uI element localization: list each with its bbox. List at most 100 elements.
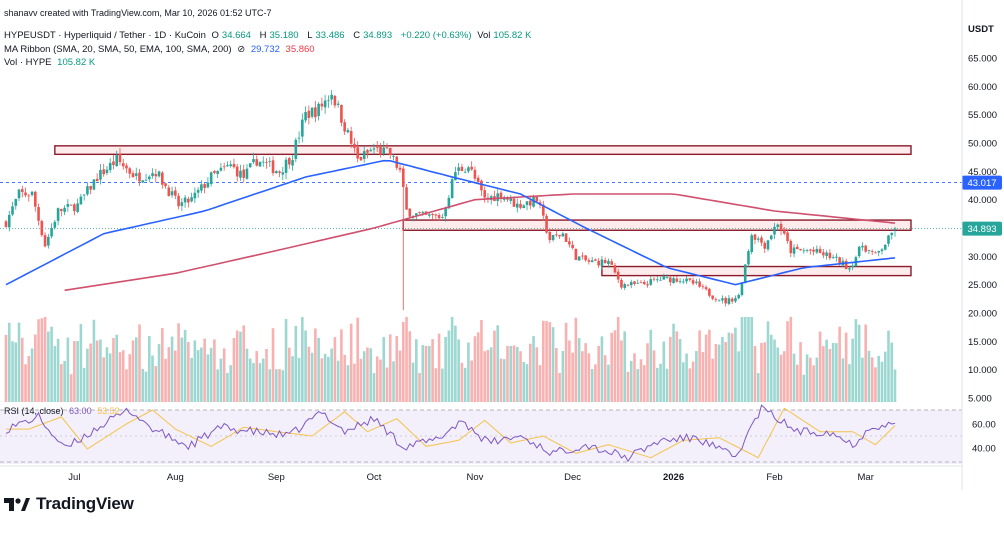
candle-body[interactable] [766,240,770,250]
candle-body[interactable] [893,228,897,230]
candle-body[interactable] [281,172,285,175]
candle-body[interactable] [248,163,252,168]
candle-body[interactable] [320,103,324,107]
candle-body[interactable] [590,260,594,263]
candle-body[interactable] [675,278,679,282]
candle-body[interactable] [108,162,112,171]
candle-body[interactable] [170,191,174,196]
candle-body[interactable] [831,257,835,258]
candle-body[interactable] [802,250,806,252]
candle-body[interactable] [610,261,613,265]
candle-body[interactable] [294,139,298,159]
candle-body[interactable] [535,196,539,202]
candle-body[interactable] [314,107,317,118]
candle-body[interactable] [740,283,744,296]
candle-body[interactable] [89,186,92,190]
candle-body[interactable] [760,237,763,243]
candle-body[interactable] [822,252,825,256]
candle-body[interactable] [56,208,60,221]
candle-body[interactable] [515,203,519,208]
candle-body[interactable] [268,161,272,162]
candle-body[interactable] [437,215,441,219]
candle-body[interactable] [636,282,640,284]
candle-body[interactable] [629,282,633,286]
candle-body[interactable] [115,154,119,167]
candle-body[interactable] [242,169,246,178]
candle-body[interactable] [327,99,330,101]
candle-body[interactable] [284,159,288,173]
candle-body[interactable] [37,207,40,221]
candle-body[interactable] [545,215,548,233]
candle-body[interactable] [200,184,203,191]
candle-body[interactable] [27,195,31,197]
candle-body[interactable] [401,168,405,187]
candle-body[interactable] [835,256,838,258]
candle-body[interactable] [398,167,402,170]
ma200-line[interactable] [64,193,896,292]
candle-body[interactable] [125,165,128,169]
candle-body[interactable] [73,204,76,212]
candle-body[interactable] [574,248,578,260]
candle-body[interactable] [799,248,802,251]
candle-body[interactable] [43,235,47,247]
candle-body[interactable] [727,298,731,304]
candle-body[interactable] [167,187,171,197]
candle-body[interactable] [584,255,587,261]
candle-body[interactable] [53,221,57,228]
candle-body[interactable] [190,197,193,202]
candle-body[interactable] [623,284,627,288]
candle-body[interactable] [499,192,503,199]
candle-body[interactable] [691,280,695,284]
candle-body[interactable] [724,297,727,304]
candle-body[interactable] [301,119,304,137]
candle-body[interactable] [561,233,565,237]
candle-body[interactable] [219,167,223,171]
candle-body[interactable] [24,192,27,196]
candle-body[interactable] [69,204,73,206]
candle-body[interactable] [428,214,431,216]
candle-body[interactable] [63,207,66,212]
candle-body[interactable] [555,234,558,236]
candle-body[interactable] [887,235,890,244]
candle-body[interactable] [714,299,718,301]
candle-body[interactable] [688,278,692,280]
candle-body[interactable] [4,221,8,227]
candle-body[interactable] [431,213,434,216]
candle-body[interactable] [392,155,395,157]
candle-body[interactable] [763,242,767,249]
candle-body[interactable] [642,281,646,285]
candle-body[interactable] [457,167,460,171]
candle-body[interactable] [812,249,815,252]
candle-body[interactable] [92,179,96,190]
candle-body[interactable] [818,248,822,253]
candle-body[interactable] [362,151,366,159]
candle-body[interactable] [118,154,122,163]
candle-body[interactable] [838,257,841,265]
rsi-line[interactable] [5,404,896,463]
candle-body[interactable] [271,160,275,174]
candle-body[interactable] [607,260,610,265]
candle-body[interactable] [369,149,373,152]
candle-body[interactable] [216,170,219,174]
candle-body[interactable] [50,227,53,237]
candle-body[interactable] [779,223,783,231]
candle-body[interactable] [99,170,102,180]
candle-body[interactable] [747,251,750,265]
candle-body[interactable] [600,259,604,267]
candle-body[interactable] [730,298,734,302]
candle-body[interactable] [138,172,141,182]
candle-body[interactable] [154,173,158,177]
candle-body[interactable] [340,104,343,123]
candle-body[interactable] [206,182,210,188]
candle-body[interactable] [291,160,294,166]
candle-body[interactable] [649,279,653,285]
candle-body[interactable] [336,103,340,105]
candle-body[interactable] [460,166,464,172]
candle-body[interactable] [131,173,135,178]
candle-body[interactable] [343,122,346,132]
candle-body[interactable] [372,148,376,150]
candle-body[interactable] [786,232,789,242]
candle-body[interactable] [519,203,522,208]
candle-body[interactable] [743,264,747,283]
candle-body[interactable] [379,146,382,155]
